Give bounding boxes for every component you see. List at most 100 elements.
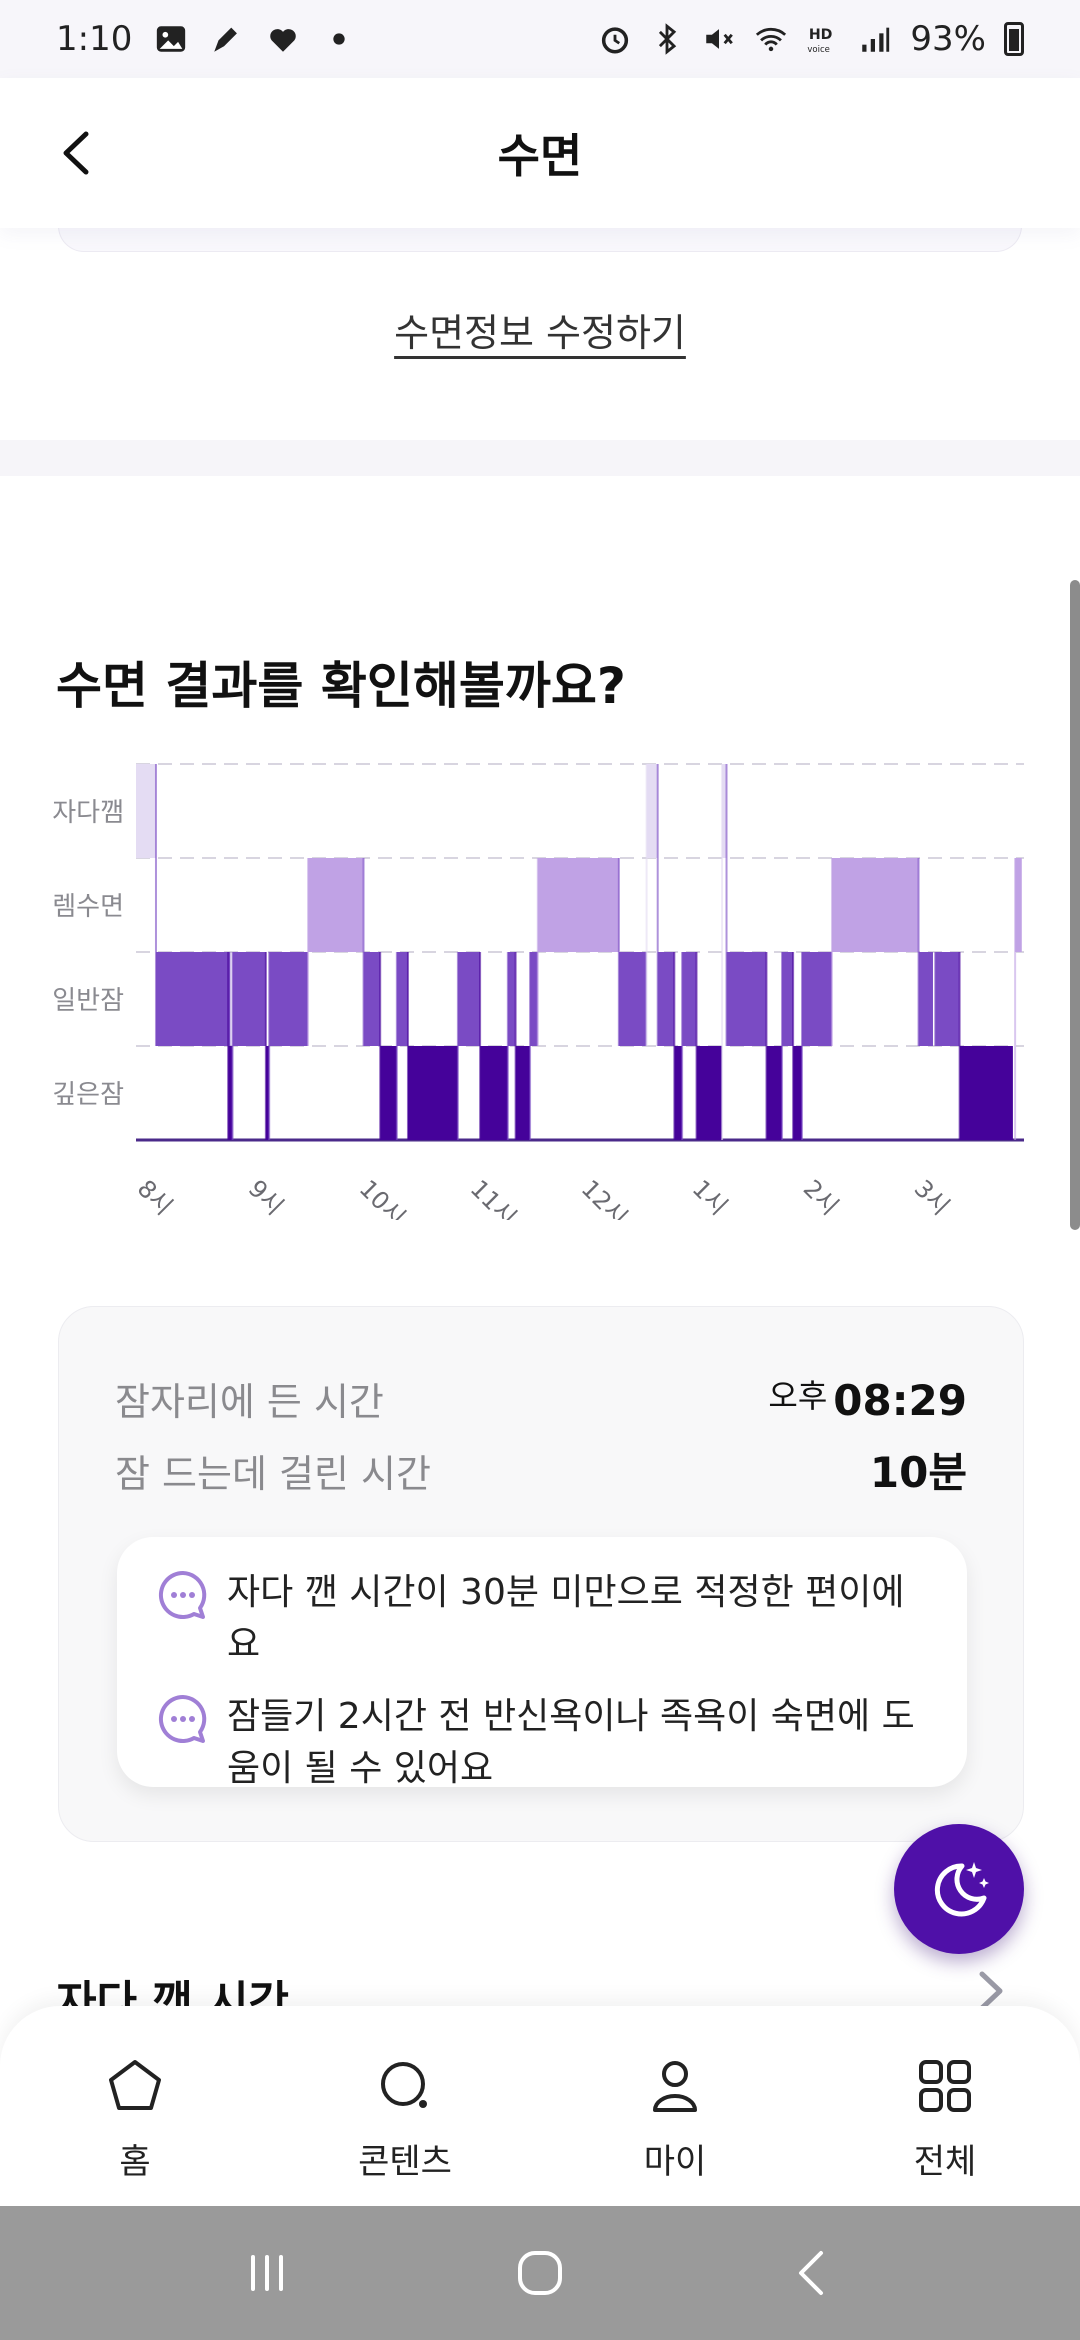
y-tick-label: 렘수면 <box>52 892 124 922</box>
nav-content[interactable]: 콘텐츠 <box>270 2006 540 2206</box>
x-tick-label: 11시 <box>465 1174 522 1220</box>
grid-icon <box>919 2060 971 2112</box>
svg-text:voice: voice <box>808 45 831 55</box>
tip-text: 자다 깬 시간이 30분 미만으로 적정한 편이에요 <box>227 1572 905 1665</box>
hd-voice-icon: HD voice <box>808 27 833 55</box>
nav-home-label: 홈 <box>119 2142 151 2182</box>
battery-percent: 93% <box>910 19 986 59</box>
sleep-stage-segment <box>507 952 516 1046</box>
chevron-left-icon[interactable] <box>52 128 102 178</box>
sleep-stage-chart: 자다깸 렘수면 일반잠 깊은잠 8시 9시 10시 11시 12시 1시 2시 3시 <box>0 740 1080 1220</box>
sleep-stage-segment <box>674 1046 683 1140</box>
y-tick-label: 일반잠 <box>52 986 124 1016</box>
nav-all-label: 전체 <box>913 2142 977 2182</box>
sleep-info-card: 잠자리에 든 시간 오후 08:29 잠 드는데 걸린 시간 10분 자다 깬 시… <box>58 1306 1024 1842</box>
bottom-nav: 홈 콘텐츠 마이 전체 <box>0 2006 1080 2206</box>
sleep-stage-segment <box>537 858 619 952</box>
sleep-stage-segment <box>269 952 309 1046</box>
latency-label: 잠 드는데 걸린 시간 <box>115 1452 431 1496</box>
nav-home[interactable]: 홈 <box>0 2006 270 2206</box>
chevron-right-icon[interactable] <box>974 1966 1008 2016</box>
sleep-stage-segment <box>722 764 727 858</box>
svg-text:HD: HD <box>809 27 833 43</box>
nav-all[interactable]: 전체 <box>810 2006 1080 2206</box>
moon-stars-icon <box>934 1862 989 1917</box>
bedtime-value: 08:29 <box>833 1376 967 1425</box>
content-search-icon <box>381 2062 427 2108</box>
sleep-stage-segment <box>480 1046 508 1140</box>
sleep-stage-segment <box>1015 858 1022 952</box>
heart-icon <box>270 29 297 52</box>
back-icon[interactable] <box>783 2243 843 2303</box>
edit-sleep-info-link[interactable]: 수면정보 수정하기 <box>0 302 1080 357</box>
sleep-mode-fab[interactable] <box>894 1824 1024 1954</box>
sleep-stage-segment <box>396 952 408 1046</box>
nav-content-label: 콘텐츠 <box>358 2142 452 2182</box>
section-title: 수면 결과를 확인해볼까요? <box>56 657 626 715</box>
x-tick-label: 1시 <box>687 1174 733 1220</box>
sleep-stage-segment <box>380 1046 397 1140</box>
sleep-stage-segment <box>646 764 658 858</box>
sleep-stage-segment <box>682 952 697 1046</box>
edit-sleep-info-label: 수면정보 수정하기 <box>394 311 686 355</box>
sleep-stage-segment <box>618 952 647 1046</box>
nav-my-label: 마이 <box>643 2142 707 2182</box>
bluetooth-icon <box>659 23 677 55</box>
home-icon <box>109 2060 161 2110</box>
latency-row: 잠 드는데 걸린 시간 10분 <box>115 1439 967 1500</box>
status-bar: 1:10 HD voice 93% <box>0 0 1080 78</box>
sleep-stage-segment <box>155 952 231 1046</box>
sleep-stage-segment <box>918 952 933 1046</box>
sleep-tips-box: 자다 깬 시간이 30분 미만으로 적정한 편이에요 잠들기 2시간 전 반신욕… <box>117 1537 967 1789</box>
app-bar: 수면 <box>0 78 1080 228</box>
latency-value: 10분 <box>869 1448 967 1497</box>
sleep-stage-segment <box>228 1046 233 1140</box>
x-tick-label: 12시 <box>576 1174 633 1220</box>
x-tick-label: 9시 <box>243 1174 289 1220</box>
bedtime-label: 잠자리에 든 시간 <box>115 1380 384 1424</box>
system-nav-bar <box>0 2206 1080 2340</box>
sleep-stage-segment <box>308 858 364 952</box>
x-tick-label: 2시 <box>798 1174 844 1220</box>
sleep-stage-segment <box>232 952 266 1046</box>
sleep-stage-segment <box>530 952 538 1046</box>
x-tick-label: 3시 <box>909 1174 955 1220</box>
bedtime-value-group: 오후 08:29 <box>768 1376 967 1425</box>
sleep-stage-segment <box>657 952 675 1046</box>
sleep-stage-segment <box>265 1046 270 1140</box>
tip-item: 잠들기 2시간 전 반신욕이나 족욕이 숙면에 도움이 될 수 있어요 <box>157 1691 927 1795</box>
scroll-indicator[interactable] <box>1070 580 1080 1230</box>
mute-icon <box>706 29 734 49</box>
pen-icon <box>214 27 238 52</box>
alarm-icon <box>602 27 629 54</box>
sleep-stage-segment <box>766 1046 783 1140</box>
person-icon <box>653 2061 697 2112</box>
recent-apps-icon[interactable] <box>237 2243 297 2303</box>
sleep-stage-segment <box>935 952 960 1046</box>
section-divider <box>0 440 1080 476</box>
bedtime-ampm: 오후 <box>768 1377 828 1415</box>
sleep-stage-segment <box>363 952 381 1046</box>
nav-my[interactable]: 마이 <box>540 2006 810 2206</box>
status-time: 1:10 <box>56 19 133 59</box>
chat-bubble-icon <box>158 1570 207 1619</box>
sleep-stage-segment <box>802 952 832 1046</box>
signal-icon <box>862 27 890 52</box>
tip-text: 잠들기 2시간 전 반신욕이나 족욕이 숙면에 도움이 될 수 있어요 <box>227 1696 915 1789</box>
sleep-stage-segment <box>959 1046 1013 1140</box>
sleep-stage-segment <box>831 858 919 952</box>
home-circle-icon[interactable] <box>510 2243 570 2303</box>
y-tick-label: 자다깸 <box>52 798 124 828</box>
sleep-stage-segment <box>136 764 156 858</box>
sleep-stage-segment <box>793 1046 802 1140</box>
sleep-stage-segment <box>726 952 767 1046</box>
x-tick-label: 8시 <box>132 1174 178 1220</box>
sleep-stage-segment <box>457 952 481 1046</box>
x-tick-label: 10시 <box>354 1174 411 1220</box>
chat-bubble-icon <box>158 1694 207 1743</box>
battery-icon <box>1004 22 1024 56</box>
wifi-icon <box>756 27 787 52</box>
sleep-stage-segment <box>782 952 794 1046</box>
page-title: 수면 <box>497 129 583 183</box>
